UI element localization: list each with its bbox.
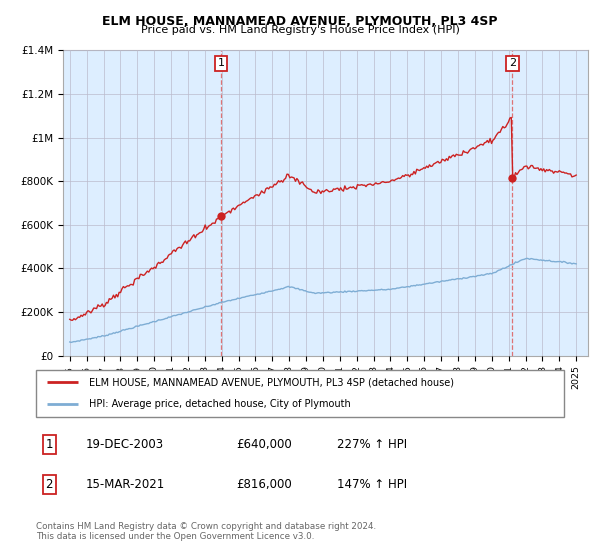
Text: 2: 2: [46, 478, 53, 491]
Text: ELM HOUSE, MANNAMEAD AVENUE, PLYMOUTH, PL3 4SP (detached house): ELM HOUSE, MANNAMEAD AVENUE, PLYMOUTH, P…: [89, 377, 454, 388]
Text: 1: 1: [218, 58, 224, 68]
Text: 1: 1: [46, 438, 53, 451]
Text: HPI: Average price, detached house, City of Plymouth: HPI: Average price, detached house, City…: [89, 399, 350, 409]
Text: Price paid vs. HM Land Registry's House Price Index (HPI): Price paid vs. HM Land Registry's House …: [140, 25, 460, 35]
Text: £816,000: £816,000: [236, 478, 292, 491]
Text: 15-MAR-2021: 15-MAR-2021: [86, 478, 166, 491]
Text: 227% ↑ HPI: 227% ↑ HPI: [337, 438, 407, 451]
Text: ELM HOUSE, MANNAMEAD AVENUE, PLYMOUTH, PL3 4SP: ELM HOUSE, MANNAMEAD AVENUE, PLYMOUTH, P…: [102, 15, 498, 27]
FancyBboxPatch shape: [36, 370, 564, 417]
Text: £640,000: £640,000: [236, 438, 292, 451]
Text: 19-DEC-2003: 19-DEC-2003: [86, 438, 164, 451]
Text: 2: 2: [509, 58, 516, 68]
Text: 147% ↑ HPI: 147% ↑ HPI: [337, 478, 407, 491]
Text: Contains HM Land Registry data © Crown copyright and database right 2024.
This d: Contains HM Land Registry data © Crown c…: [36, 522, 376, 542]
